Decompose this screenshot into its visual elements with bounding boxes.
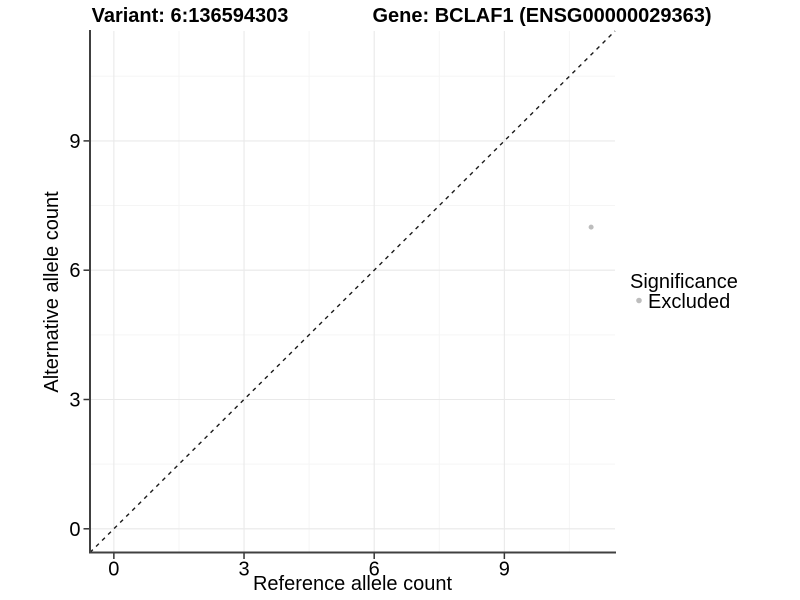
identity-line-layer	[89, 30, 616, 553]
axis-ticks-layer: 0 3 6 9 0 3 6 9	[69, 131, 510, 581]
x-tick-label: 9	[499, 559, 510, 581]
x-axis-title: Reference allele count	[253, 573, 452, 595]
data-points-layer	[588, 224, 594, 230]
x-tick-label: 3	[238, 559, 249, 581]
axis-lines	[89, 30, 616, 554]
identity-dashed-line	[89, 30, 616, 553]
y-tick-label: 3	[69, 389, 80, 411]
x-tick-label: 6	[369, 559, 380, 581]
plot-title-gene: Gene: BCLAF1 (ENSG00000029363)	[372, 5, 711, 27]
y-tick-label: 0	[69, 519, 80, 541]
minor-gridlines	[90, 31, 615, 553]
plot-title-variant: Variant: 6:136594303	[92, 5, 289, 27]
legend-item-label: Excluded	[648, 291, 730, 313]
legend-key-dot-icon	[636, 297, 642, 304]
y-tick-label: 9	[69, 131, 80, 153]
legend-title: Significance	[630, 271, 738, 293]
legend: Significance Excluded	[630, 271, 738, 313]
data-point	[588, 224, 594, 230]
y-axis-title: Alternative allele count	[41, 191, 63, 393]
major-gridlines	[90, 31, 615, 553]
y-tick-label: 6	[69, 260, 80, 282]
x-tick-label: 0	[108, 559, 119, 581]
